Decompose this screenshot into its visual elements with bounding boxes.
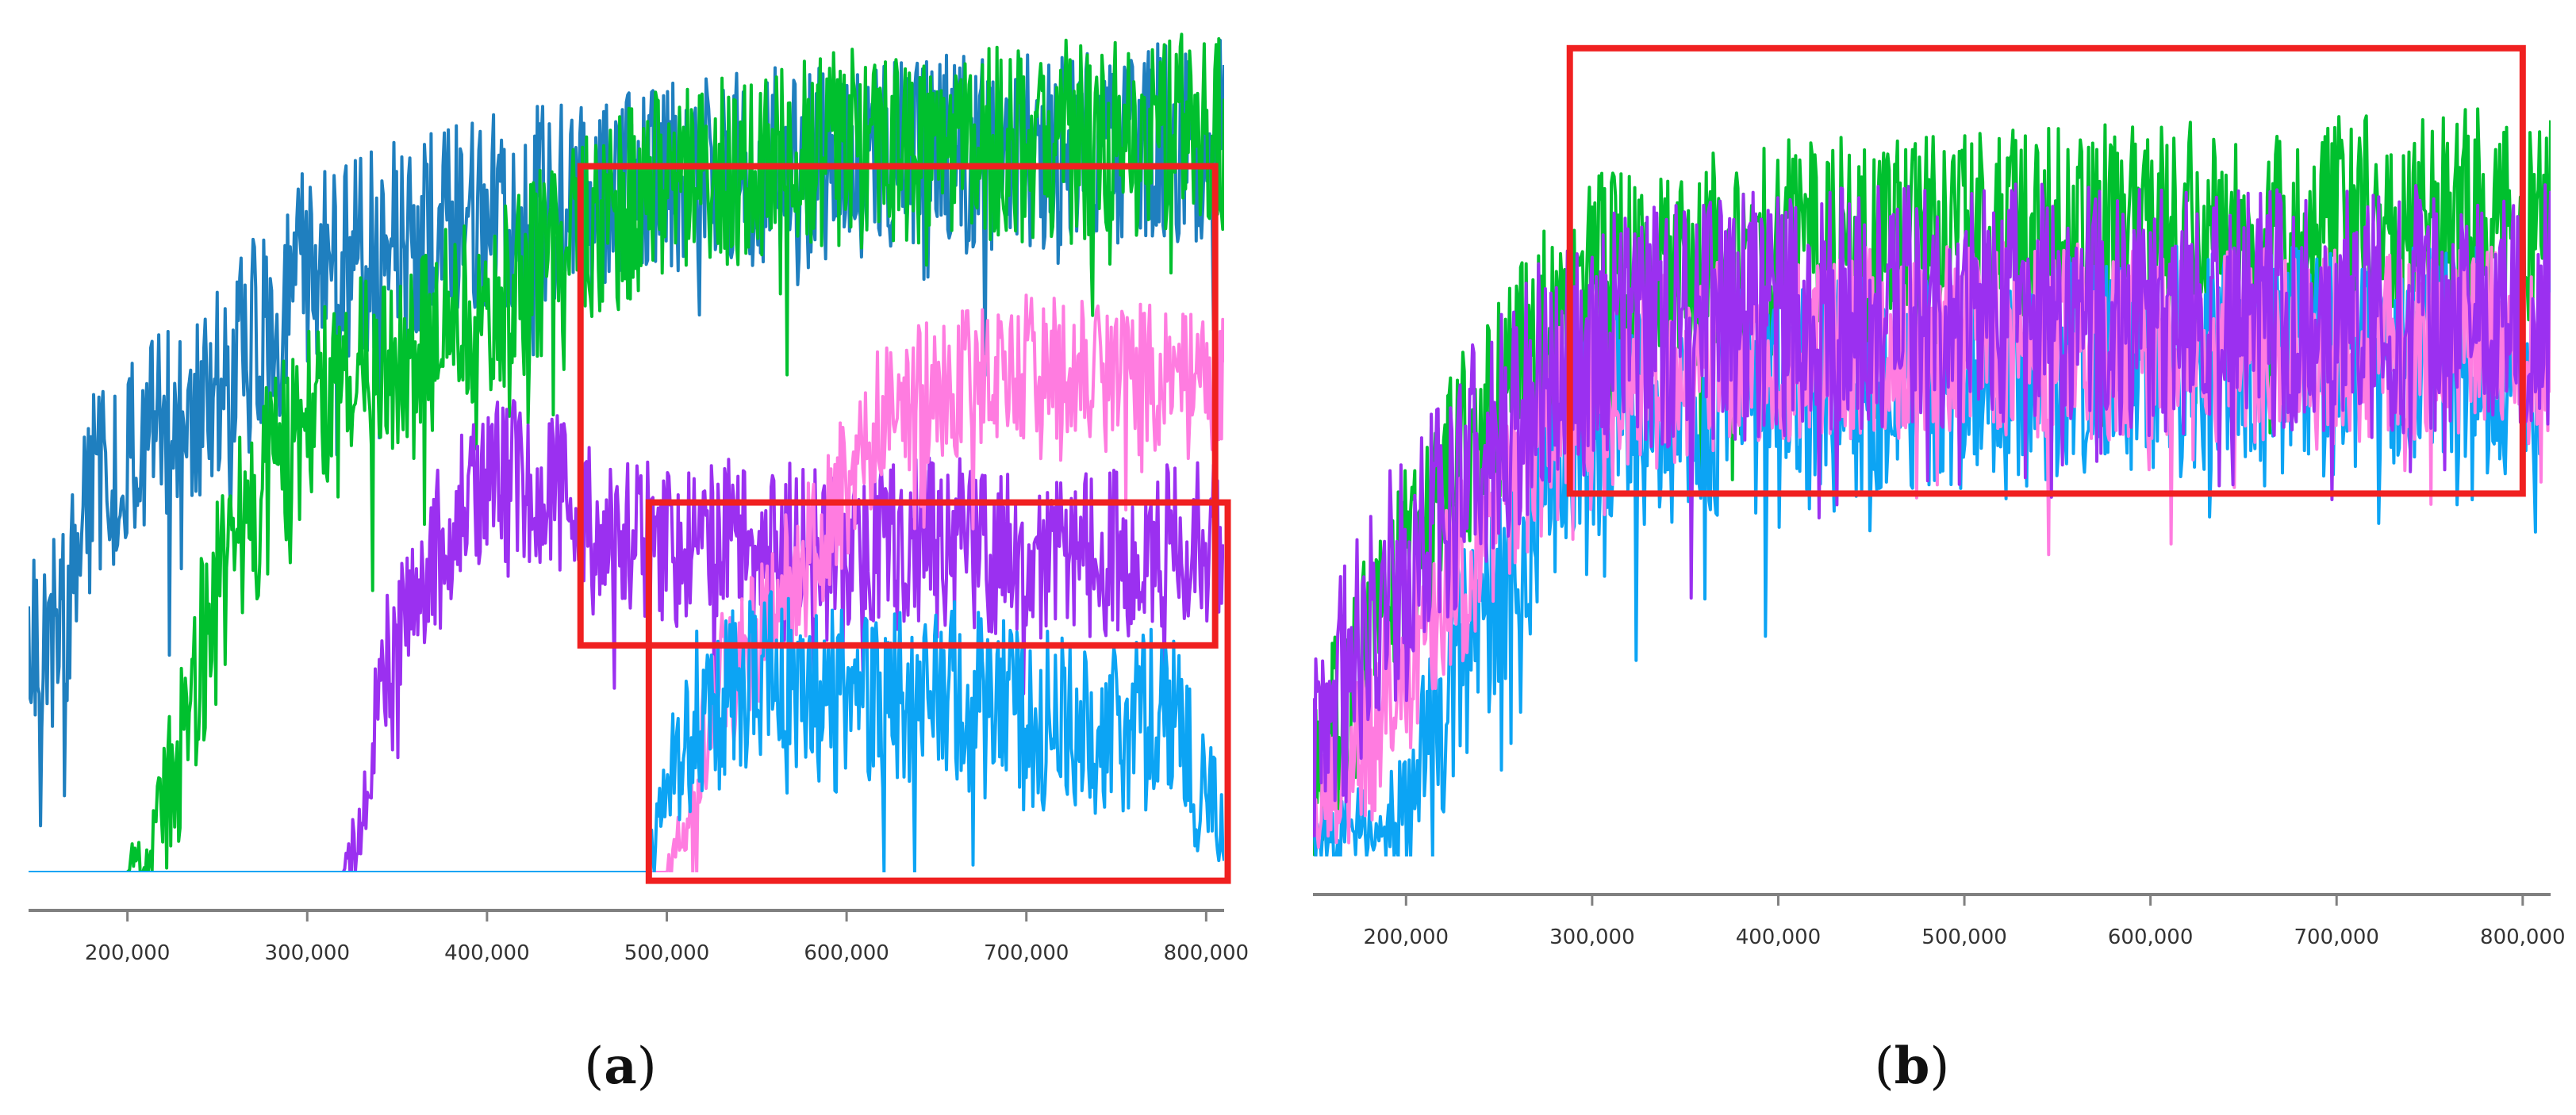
panel-b-plot-area	[1313, 107, 2551, 856]
highlight-box	[1566, 44, 2526, 497]
panel-a-chart: 200,000 300,000 400,000 500,000 600,000 …	[29, 33, 1249, 1096]
panel-b-x-ticks	[1404, 895, 2524, 906]
panel-a-x-ticks	[126, 910, 1207, 922]
series-line	[29, 399, 1224, 872]
panel-a-caption: (a)	[584, 1036, 656, 1096]
highlight-box	[577, 163, 1219, 649]
x-tick-label: 200,000	[1364, 925, 1449, 949]
x-tick-label: 500,000	[1921, 925, 2007, 949]
panel-b-caption: (b)	[1875, 1036, 1950, 1096]
x-tick-label: 800,000	[1164, 941, 1250, 965]
panel-a-letter: a	[604, 1036, 636, 1096]
x-tick-label: 600,000	[2108, 925, 2194, 949]
x-tick-label: 200,000	[85, 941, 171, 965]
x-tick-label: 700,000	[984, 941, 1069, 965]
x-tick-label: 600,000	[804, 941, 889, 965]
panel-b-x-tick-labels: 200,000 300,000 400,000 500,000 600,000 …	[1364, 925, 2566, 949]
x-tick-label: 400,000	[444, 941, 530, 965]
series-line	[29, 293, 1224, 872]
panel-a-plot-area	[29, 33, 1224, 872]
panel-b-highlight-boxes	[1566, 44, 2526, 497]
series-line	[29, 33, 1224, 872]
panel-a-highlight-boxes	[577, 163, 1231, 884]
x-tick-label: 800,000	[2480, 925, 2566, 949]
x-tick-label: 500,000	[624, 941, 710, 965]
x-tick-label: 300,000	[264, 941, 350, 965]
panel-b-letter: b	[1895, 1036, 1930, 1096]
highlight-box	[645, 499, 1231, 884]
x-tick-label: 700,000	[2294, 925, 2379, 949]
x-tick-label: 300,000	[1549, 925, 1635, 949]
series-line	[29, 590, 1224, 872]
panel-a-x-tick-labels: 200,000 300,000 400,000 500,000 600,000 …	[85, 941, 1249, 965]
x-tick-label: 400,000	[1736, 925, 1822, 949]
series-line	[1313, 182, 2551, 837]
panel-b-chart: 200,000 300,000 400,000 500,000 600,000 …	[1313, 44, 2566, 1096]
